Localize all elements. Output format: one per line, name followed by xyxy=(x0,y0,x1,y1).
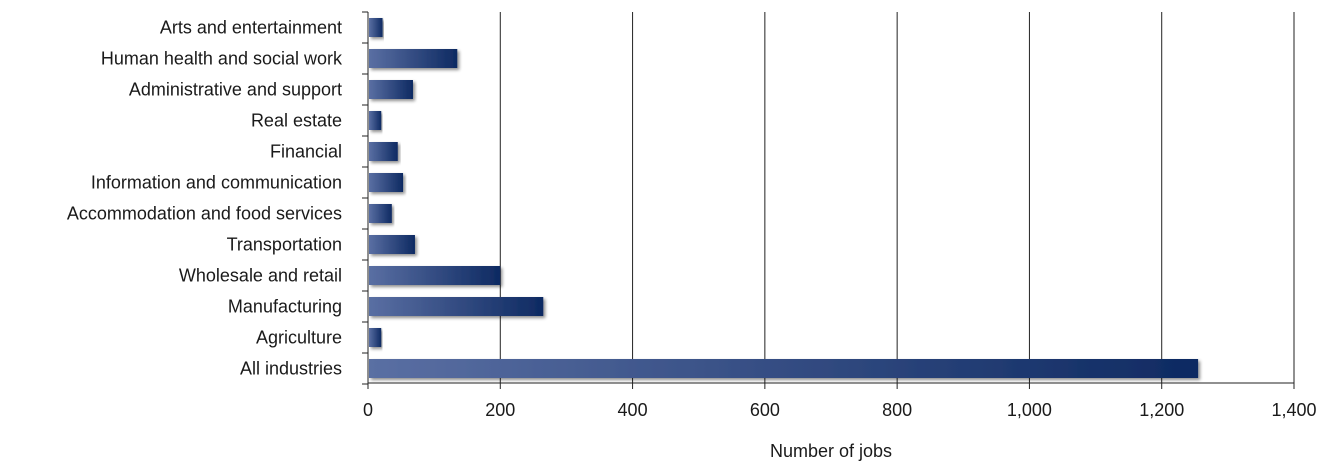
x-tick-label: 1,200 xyxy=(1139,400,1184,420)
bar-transportation xyxy=(369,235,415,254)
x-tick-label: 1,000 xyxy=(1007,400,1052,420)
bar-real-estate xyxy=(369,111,382,130)
x-tick-label: 400 xyxy=(618,400,648,420)
axes xyxy=(362,11,1295,389)
category-label: All industries xyxy=(240,359,342,379)
x-tick-label: 1,400 xyxy=(1271,400,1316,420)
category-label: Agriculture xyxy=(256,328,342,348)
bar-arts-and-entertainment xyxy=(369,18,383,37)
x-tick-label: 600 xyxy=(750,400,780,420)
bar-agriculture xyxy=(369,328,382,347)
x-tick-label: 800 xyxy=(882,400,912,420)
bar-information-and-communication xyxy=(369,173,404,192)
category-label: Financial xyxy=(270,142,342,162)
category-labels: Arts and entertainment Human health and s… xyxy=(67,18,343,379)
category-label: Real estate xyxy=(251,111,342,131)
category-label: Manufacturing xyxy=(228,297,342,317)
category-label: Wholesale and retail xyxy=(179,266,342,286)
bars xyxy=(369,18,1199,378)
bar-administrative-and-support xyxy=(369,80,413,99)
bar-human-health-and-social-work xyxy=(369,49,458,68)
category-label: Arts and entertainment xyxy=(160,18,342,38)
category-label: Administrative and support xyxy=(129,80,342,100)
x-tick-labels: 0 200 400 600 800 1,000 1,200 1,400 xyxy=(363,400,1317,420)
x-tick-label: 0 xyxy=(363,400,373,420)
bar-all-industries xyxy=(369,359,1199,378)
bar-accommodation-and-food-services xyxy=(369,204,392,223)
x-tick-label: 200 xyxy=(485,400,515,420)
bar-wholesale-and-retail xyxy=(369,266,501,285)
category-label: Transportation xyxy=(227,235,342,255)
bar-manufacturing xyxy=(369,297,544,316)
category-label: Accommodation and food services xyxy=(67,204,342,224)
vertical-gridlines xyxy=(499,12,1295,383)
x-axis-title: Number of jobs xyxy=(770,441,892,461)
category-label: Information and communication xyxy=(91,173,342,193)
category-label: Human health and social work xyxy=(101,49,343,69)
bar-financial xyxy=(369,142,398,161)
